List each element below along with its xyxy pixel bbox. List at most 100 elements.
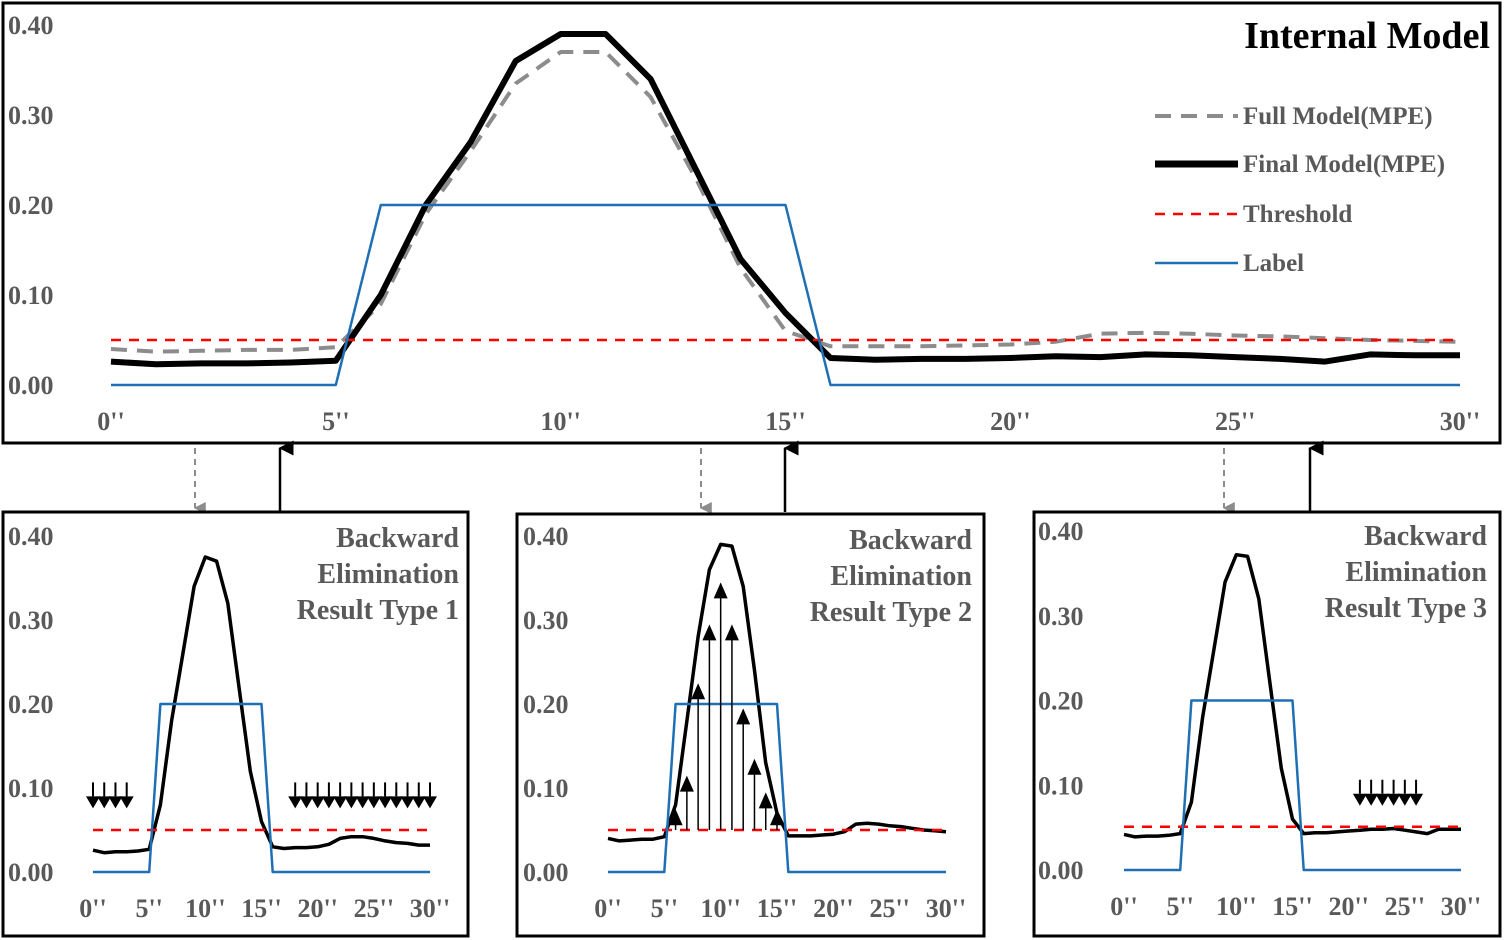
legend-label-threshold: Threshold (1243, 201, 1352, 228)
series-line-solid-blue (1124, 699, 1461, 872)
y-tick-label: 0.10 (523, 774, 569, 803)
down-arrow-mark (355, 782, 370, 809)
x-tick-label: 0'' (594, 894, 621, 923)
backward-elimination-type3-panel: Backward Elimination Result Type 3 0.000… (1032, 510, 1502, 938)
down-arrow-mark (344, 782, 359, 809)
x-tick-label: 10'' (540, 407, 580, 436)
x-tick-label: 20'' (990, 407, 1030, 436)
down-arrow-mark (1375, 779, 1390, 806)
y-tick-label: 0.20 (1038, 687, 1084, 716)
series-line-solid-blue (93, 702, 430, 874)
down-arrow-mark (310, 782, 325, 809)
y-tick-label: 0.30 (523, 606, 569, 635)
x-tick-label: 30'' (410, 894, 450, 923)
y-tick-label: 0.10 (8, 281, 54, 310)
y-tick-label: 0.00 (8, 371, 54, 400)
down-arrow-mark (108, 782, 123, 809)
series-line-solid-blue (608, 702, 946, 874)
up-arrow-mark (724, 624, 739, 830)
x-tick-label: 5'' (1166, 892, 1193, 921)
type2-title-line3: Result Type 2 (810, 597, 972, 628)
x-tick-label: 15'' (757, 894, 797, 923)
type2-plot: 0.00 0.10 0.20 0.30 0.40 0'' 5'' 10'' 15'' 20'' 25… (523, 522, 966, 923)
type1-frame (1, 510, 470, 938)
x-tick-label: 0'' (1110, 892, 1137, 921)
y-tick-label: 0.20 (523, 690, 569, 719)
down-arrow-mark (423, 782, 437, 809)
down-arrow-mark (288, 782, 303, 809)
up-arrow-mark (770, 809, 784, 830)
backward-elimination-type2-panel: Backward Elimination Result Type 2 0.00 0… (515, 512, 986, 938)
y-tick-label: 0.20 (8, 690, 54, 719)
y-tick-label: 0.30 (8, 101, 54, 130)
down-arrow-mark (86, 782, 100, 809)
up-arrow-mark (758, 792, 773, 830)
up-arrow-mark (713, 582, 728, 830)
x-tick-label: 5'' (322, 407, 349, 436)
up-arrow-mark (702, 624, 717, 830)
type1-title-line3: Result Type 1 (297, 595, 459, 626)
y-tick-label: 0.30 (1038, 602, 1084, 631)
x-tick-label: 15'' (241, 894, 281, 923)
x-tick-label: 20'' (1328, 892, 1368, 921)
down-arrow-mark (1386, 779, 1401, 806)
x-tick-label: 20'' (813, 894, 853, 923)
type2-frame (515, 512, 986, 938)
internal-model-plot: 0.00 0.10 0.20 0.30 0.40 0'' 5'' 10'' 15'' 20'' 25… (8, 11, 1480, 436)
internal-model-frame (1, 1, 1502, 445)
x-tick-label: 15'' (1272, 892, 1312, 921)
down-arrow-mark (1397, 779, 1412, 806)
down-arrow-mark (366, 782, 381, 809)
series-line-solid-black (92, 555, 430, 855)
down-arrow-mark (1364, 779, 1379, 806)
legend-label-final-model: Final Model(MPE) (1243, 151, 1445, 178)
up-arrow-mark (668, 809, 683, 830)
down-arrow-mark (389, 782, 404, 809)
type1-title-line1: Backward (336, 523, 459, 554)
down-arrow-mark (321, 782, 336, 809)
type2-title-line2: Elimination (830, 561, 972, 592)
series-line-solid-black (1123, 552, 1461, 839)
y-tick-label: 0.30 (8, 606, 54, 635)
type1-title-line2: Elimination (317, 559, 459, 590)
y-tick-label: 0.40 (523, 522, 569, 551)
backward-elimination-type1-panel: Backward Elimination Result Type 1 0.00 0… (1, 510, 470, 938)
down-arrow-mark (97, 782, 112, 809)
type3-plot: 0.00 0.10 0.20 0.30 0.40 0'' 5'' 10'' 15'' 20'' 25… (1038, 517, 1481, 921)
x-tick-label: 25'' (869, 894, 909, 923)
y-tick-label: 0.40 (1038, 517, 1084, 546)
y-tick-label: 0.00 (8, 858, 54, 887)
x-tick-label: 15'' (765, 407, 805, 436)
down-arrow-mark (400, 782, 415, 809)
x-tick-label: 25'' (1215, 407, 1255, 436)
series-line-solid-black-thick (110, 31, 1460, 368)
type3-title-line3: Result Type 3 (1325, 593, 1487, 624)
internal-model-title: Internal Model (1244, 15, 1490, 57)
x-tick-label: 25'' (354, 894, 394, 923)
x-tick-label: 25'' (1385, 892, 1425, 921)
x-tick-label: 5'' (135, 894, 162, 923)
type3-frame (1032, 510, 1502, 938)
up-arrow-mark (679, 775, 694, 830)
type2-title-line1: Backward (849, 525, 972, 556)
down-arrow-mark (411, 782, 426, 809)
x-tick-label: 30'' (926, 894, 966, 923)
y-tick-label: 0.10 (8, 774, 54, 803)
y-tick-label: 0.00 (523, 858, 569, 887)
connector-arrows (193, 440, 1324, 514)
type3-title-line2: Elimination (1345, 557, 1487, 588)
x-tick-label: 30'' (1441, 892, 1481, 921)
y-tick-label: 0.10 (1038, 771, 1084, 800)
x-tick-label: 10'' (700, 894, 740, 923)
x-tick-label: 10'' (185, 894, 225, 923)
up-arrow-mark (736, 708, 751, 830)
x-tick-label: 20'' (297, 894, 337, 923)
x-tick-label: 0'' (97, 407, 124, 436)
down-arrow-mark (333, 782, 348, 809)
y-tick-label: 0.20 (8, 191, 54, 220)
x-tick-label: 10'' (1216, 892, 1256, 921)
series-line-solid-blue (111, 203, 1460, 387)
x-tick-label: 0'' (79, 894, 106, 923)
down-arrow-mark (378, 782, 393, 809)
